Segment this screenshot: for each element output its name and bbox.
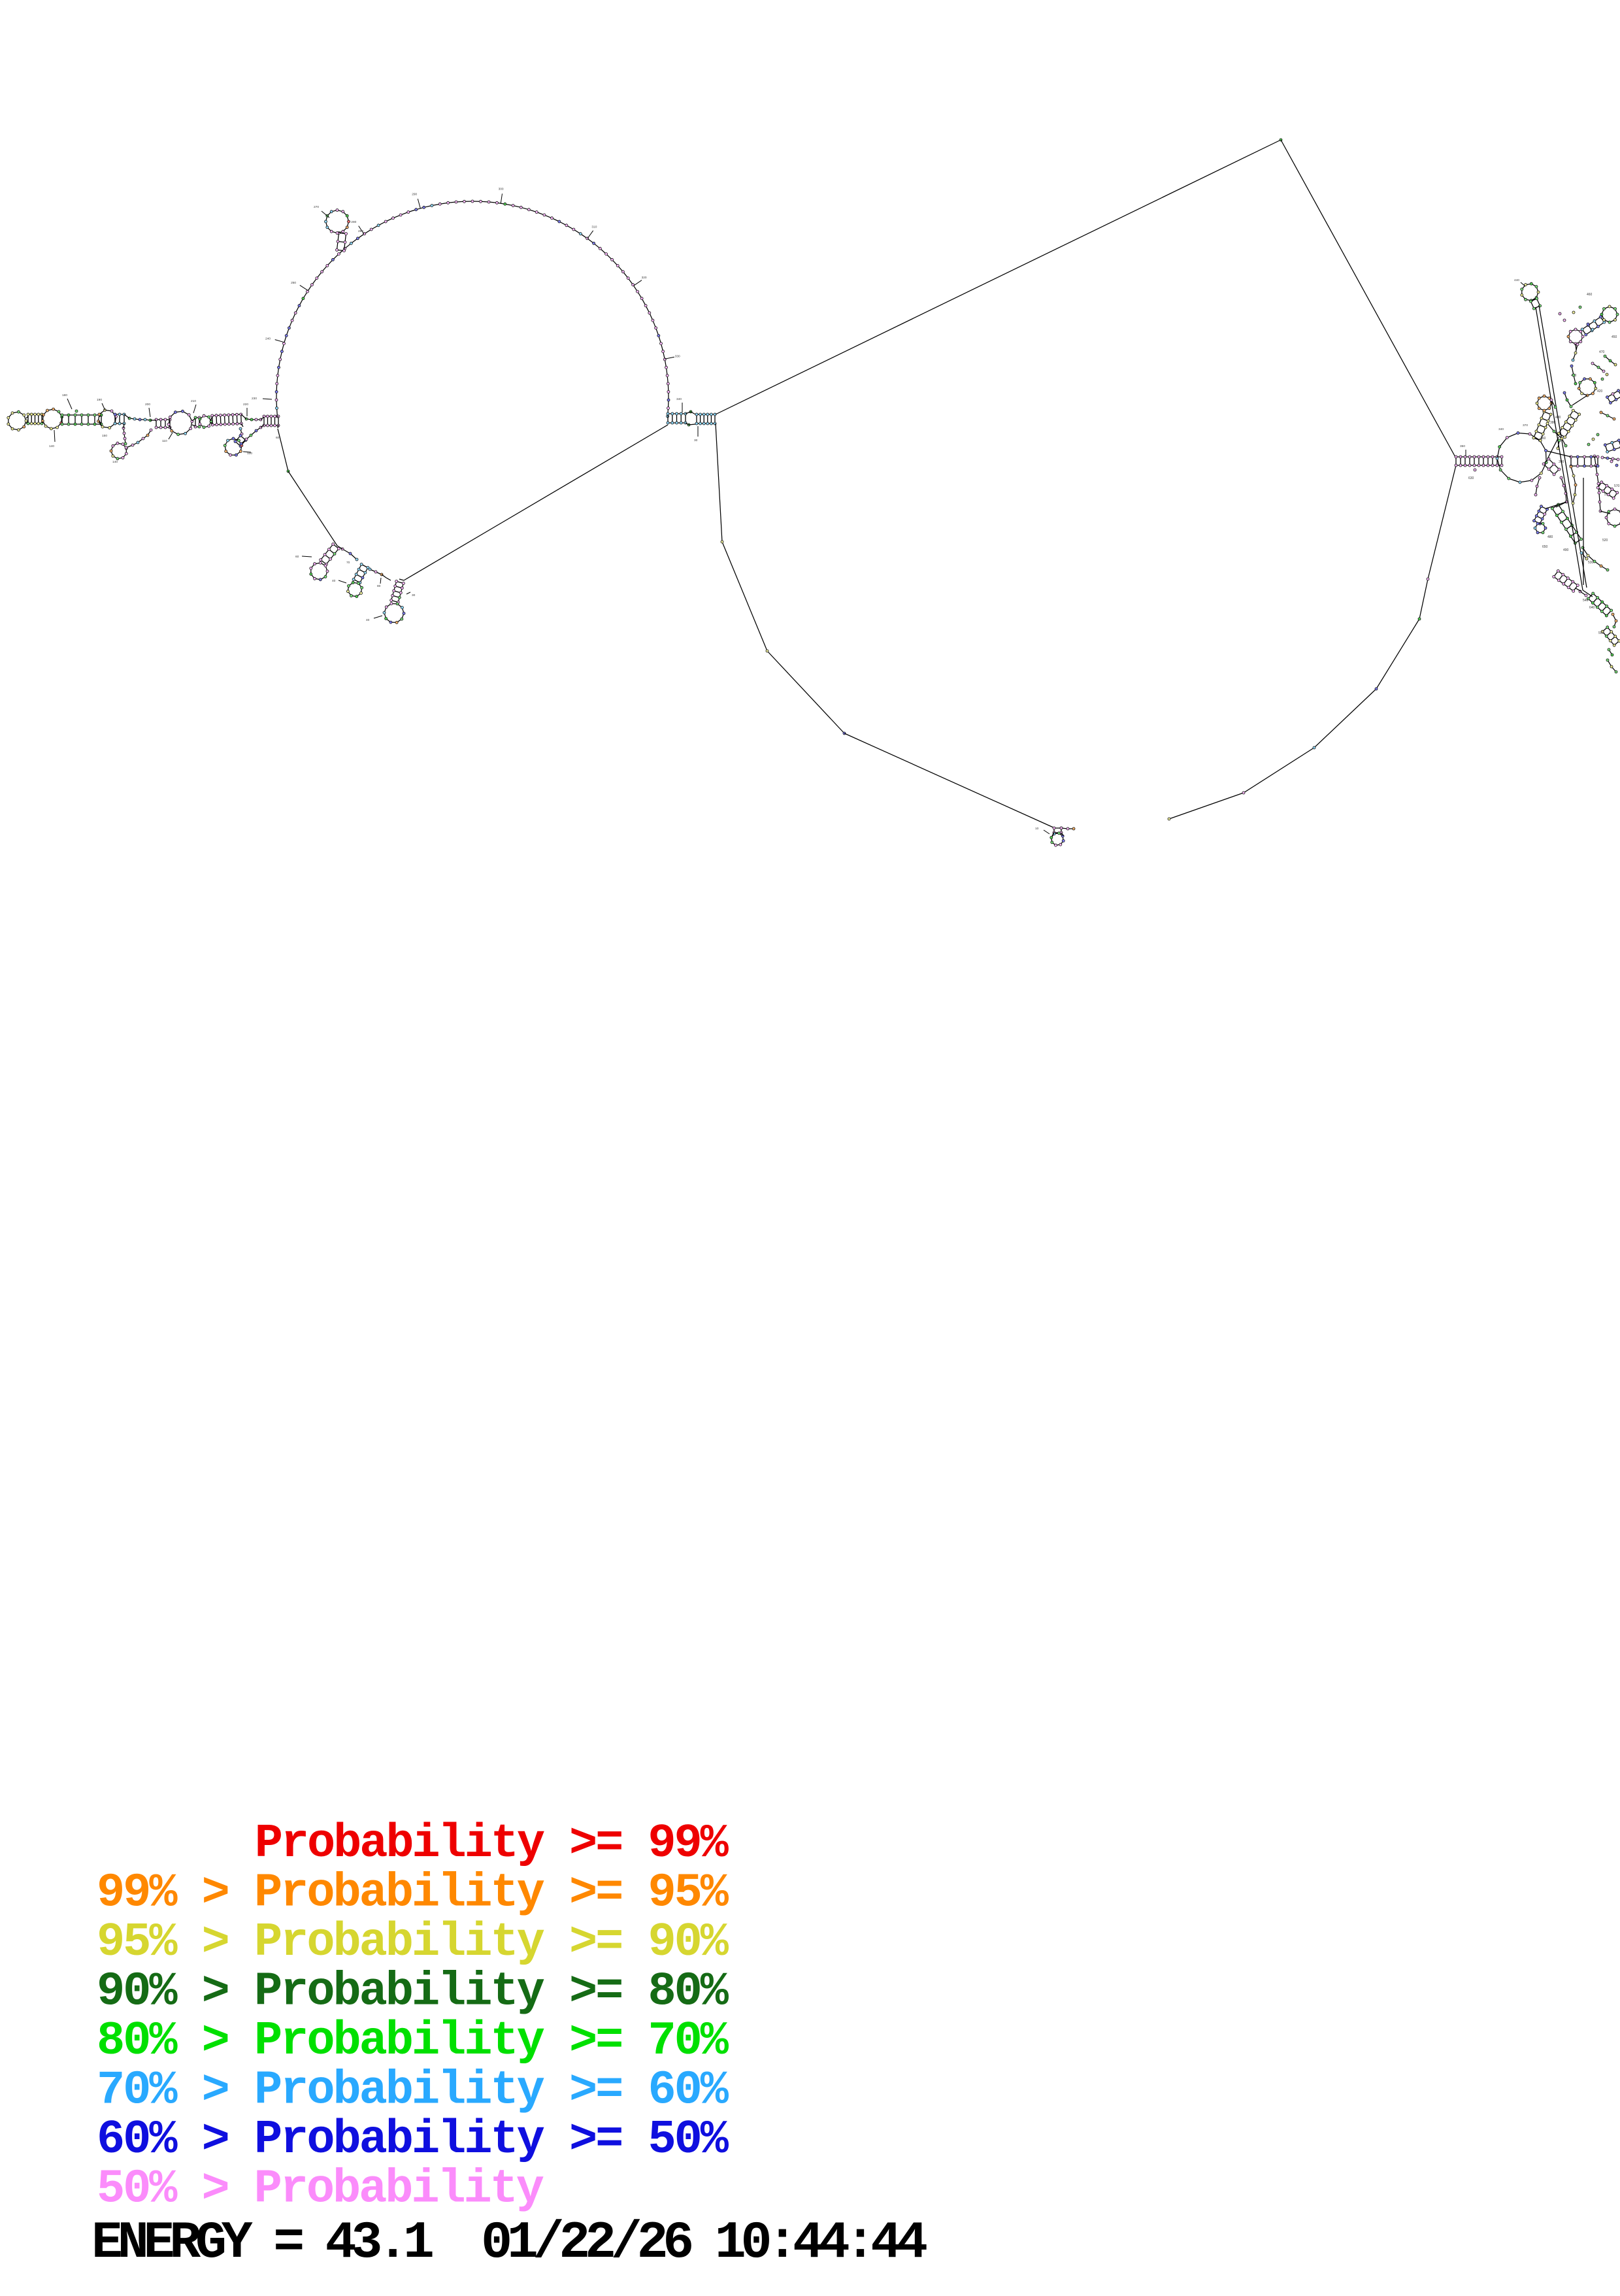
svg-text:ENERGY = 43.1 01/22/26 10:44:: ENERGY = 43.1 01/22/26 10:44:44 xyxy=(91,2214,928,2273)
svg-text:60: 60 xyxy=(276,436,280,440)
svg-text:280: 280 xyxy=(358,229,363,233)
svg-text:370: 370 xyxy=(1523,424,1528,427)
svg-text:99% > Probability >= 95%: 99% > Probability >= 95% xyxy=(97,1867,729,1920)
svg-text:70: 70 xyxy=(346,561,350,565)
svg-text:420: 420 xyxy=(1597,390,1603,393)
svg-text:30: 30 xyxy=(412,593,416,597)
svg-text:230: 230 xyxy=(252,397,257,401)
svg-text:650: 650 xyxy=(1542,545,1548,549)
svg-text:540: 540 xyxy=(1583,599,1589,603)
svg-text:520: 520 xyxy=(1602,539,1608,542)
svg-text:470: 470 xyxy=(1599,350,1605,354)
svg-text:70% > Probability >= 60%: 70% > Probability >= 60% xyxy=(97,2064,729,2118)
svg-text:330: 330 xyxy=(675,355,680,359)
svg-text:270: 270 xyxy=(314,205,319,209)
svg-text:350: 350 xyxy=(1460,444,1465,448)
svg-text:490: 490 xyxy=(1563,548,1569,552)
svg-text:570: 570 xyxy=(1614,484,1620,488)
svg-text:80% > Probability >= 70%: 80% > Probability >= 70% xyxy=(97,2014,729,2068)
svg-text:50% > Probability: 50% > Probability xyxy=(97,2163,544,2216)
svg-text:480: 480 xyxy=(1547,535,1553,539)
svg-text:Probability >= 99%: Probability >= 99% xyxy=(255,1817,729,1871)
svg-text:340: 340 xyxy=(676,397,682,401)
svg-text:90% > Probability >= 80%: 90% > Probability >= 80% xyxy=(97,1965,729,2019)
svg-text:30: 30 xyxy=(694,439,698,442)
svg-text:150: 150 xyxy=(102,434,107,438)
svg-text:310: 310 xyxy=(591,225,597,229)
svg-text:450: 450 xyxy=(1612,335,1617,339)
svg-text:340: 340 xyxy=(1498,427,1504,431)
svg-text:440: 440 xyxy=(1514,278,1519,282)
svg-text:460: 460 xyxy=(1587,293,1593,297)
svg-text:180: 180 xyxy=(62,393,67,397)
svg-text:630: 630 xyxy=(1468,476,1474,480)
svg-text:200: 200 xyxy=(145,403,150,407)
svg-text:190: 190 xyxy=(97,398,102,402)
svg-text:140: 140 xyxy=(49,444,54,448)
svg-text:60: 60 xyxy=(295,555,299,559)
svg-text:210: 210 xyxy=(191,399,196,403)
svg-text:95% > Probability >= 90%: 95% > Probability >= 90% xyxy=(97,1916,729,1969)
svg-text:250: 250 xyxy=(291,281,296,285)
svg-text:240: 240 xyxy=(265,337,271,341)
svg-text:10: 10 xyxy=(1035,827,1039,831)
svg-text:40: 40 xyxy=(332,579,336,583)
svg-text:110: 110 xyxy=(162,439,167,443)
svg-text:640: 640 xyxy=(1589,606,1595,610)
svg-text:530: 530 xyxy=(1588,561,1594,565)
svg-text:550: 550 xyxy=(1598,631,1604,635)
svg-text:320: 320 xyxy=(642,276,647,280)
svg-text:290: 290 xyxy=(412,193,417,197)
svg-text:280: 280 xyxy=(351,220,356,224)
svg-text:60% > Probability >= 50%: 60% > Probability >= 50% xyxy=(97,2113,729,2167)
svg-text:300: 300 xyxy=(499,187,504,191)
svg-text:40: 40 xyxy=(366,618,370,622)
svg-text:220: 220 xyxy=(243,403,248,407)
svg-text:140: 140 xyxy=(112,460,118,464)
svg-text:80: 80 xyxy=(377,584,381,588)
